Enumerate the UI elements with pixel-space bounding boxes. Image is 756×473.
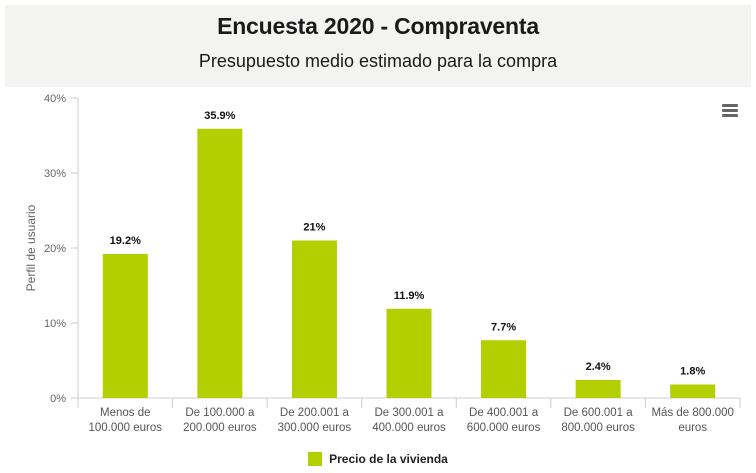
chart-subtitle: Presupuesto medio estimado para la compr… <box>198 51 558 71</box>
x-tick-label-line: 600.000 euros <box>467 422 541 434</box>
chart-header: Encuesta 2020 - Compraventa Presupuesto … <box>5 5 751 87</box>
data-label: 35.9% <box>204 110 235 122</box>
x-tick-label-line: De 100.000 a <box>185 407 255 419</box>
x-tick-label-line: De 200.001 a <box>280 407 350 419</box>
legend-label: Precio de la vivienda <box>329 452 448 466</box>
data-label: 7.7% <box>491 321 516 333</box>
x-tick-label-line: De 300.001 a <box>374 407 444 419</box>
data-labels: 19.2% 35.9% 21% 11.9% 7.7% 2.4% 1.8% <box>110 110 706 378</box>
y-tick-label: 20% <box>44 243 66 255</box>
x-tick-label-line: Más de 800.000 <box>651 407 733 419</box>
legend-item[interactable]: Precio de la vivienda <box>308 452 448 466</box>
x-tick-label-line: De 600.001 a <box>564 407 634 419</box>
x-tick-label-line: 800.000 euros <box>561 422 635 434</box>
hamburger-menu-icon[interactable] <box>716 100 742 122</box>
data-label: 1.8% <box>680 366 705 378</box>
bar <box>670 384 716 398</box>
x-tick-label-line: Menos de <box>100 407 151 419</box>
y-axis: 0% 10% 20% 30% 40% <box>44 93 79 405</box>
x-tick-label-line: 100.000 euros <box>89 422 163 434</box>
x-tick-label: De 300.001 a 400.000 euros <box>372 407 446 434</box>
x-tick-label-line: euros <box>678 422 707 434</box>
y-tick-label: 30% <box>44 168 66 180</box>
bar <box>291 240 337 398</box>
x-tick-label-line: De 400.001 a <box>469 407 539 419</box>
y-tick-label: 10% <box>44 318 66 330</box>
x-axis: Menos de 100.000 euros De 100.000 a 200.000… <box>77 397 741 434</box>
data-label: 21% <box>303 222 325 234</box>
data-label: 19.2% <box>110 235 141 247</box>
x-tick-label: Menos de 100.000 euros <box>89 407 163 434</box>
bar <box>481 340 527 398</box>
bar <box>386 308 432 398</box>
bar <box>197 128 243 398</box>
legend-swatch <box>308 452 323 466</box>
x-tick-label-line: 400.000 euros <box>372 422 446 434</box>
chart-title: Encuesta 2020 - Compraventa <box>217 13 539 39</box>
x-tick-label: De 100.000 a 200.000 euros <box>183 407 257 434</box>
bar <box>102 254 148 398</box>
y-tick-label: 0% <box>50 393 66 405</box>
x-tick-label: Más de 800.000 euros <box>651 407 733 434</box>
x-tick-label-line: 300.000 euros <box>278 422 352 434</box>
x-tick-label: De 600.001 a 800.000 euros <box>561 407 635 434</box>
y-axis-title: Perfil de usuario <box>24 204 38 291</box>
y-tick-label: 40% <box>44 93 66 105</box>
x-tick-label: De 200.001 a 300.000 euros <box>278 407 352 434</box>
bar <box>575 380 621 398</box>
bars <box>102 128 716 398</box>
x-tick-label: De 400.001 a 600.000 euros <box>467 407 541 434</box>
x-tick-label-line: 200.000 euros <box>183 422 257 434</box>
data-label: 11.9% <box>394 290 425 302</box>
data-label: 2.4% <box>586 361 611 373</box>
legend: Precio de la vivienda <box>0 452 756 471</box>
